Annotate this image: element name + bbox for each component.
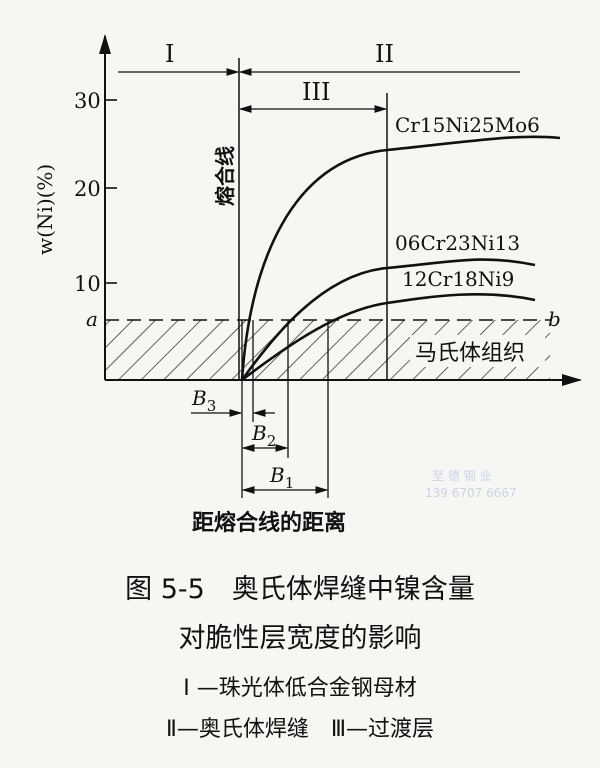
watermark-name: 至 德 钢 业 <box>432 468 491 483</box>
curve-Cr15Ni25Mo6 <box>240 135 561 381</box>
series-label-Cr15Ni25Mo6: Cr15Ni25Mo6 <box>395 113 540 137</box>
series-label-06Cr23Ni13: 06Cr23Ni13 <box>395 231 520 255</box>
zone-III-label: III <box>302 78 330 106</box>
watermark-phone: 139 6707 6667 <box>425 486 517 500</box>
x-axis-label: 距熔合线的距离 <box>192 510 346 536</box>
zone-II-label: II <box>375 40 394 68</box>
y-axis-label: w(Ni)(%) <box>33 164 57 255</box>
martensite-label-bg <box>410 335 545 367</box>
fusion-line-label: 熔合线 <box>213 146 237 206</box>
subscript: 1 <box>285 474 295 492</box>
caption-legend-2: Ⅱ—奥氏体焊缝 Ⅲ—过渡层 <box>166 717 434 742</box>
zone-I-label: I <box>165 40 174 68</box>
threshold-label-a: a <box>86 307 98 331</box>
b2-label: B2 <box>251 421 276 450</box>
caption-legend-1: I —珠光体低合金钢母材 <box>183 676 417 701</box>
caption-title-line2: 对脆性层宽度的影响 <box>178 623 422 654</box>
curve-06Cr23Ni13 <box>240 258 536 381</box>
b3-label: B3 <box>191 386 216 415</box>
y-tick-label-30: 30 <box>74 89 101 113</box>
y-tick-label-20: 20 <box>74 177 101 201</box>
threshold-label-b: b <box>548 307 561 331</box>
caption-title-line1: 图 5-5 奥氏体焊缝中镍含量 <box>125 574 475 605</box>
subscript: 3 <box>207 397 217 415</box>
chart: 马氏体组织 a b 30 20 10 w(Ni)(%) 熔合线 I II III… <box>33 34 582 536</box>
b1-label: B1 <box>269 463 294 492</box>
subscript: 2 <box>267 432 277 450</box>
y-tick-label-10: 10 <box>74 272 101 296</box>
series-label-12Cr18Ni9: 12Cr18Ni9 <box>402 267 514 291</box>
martensite-label: 马氏体组织 <box>415 341 525 366</box>
